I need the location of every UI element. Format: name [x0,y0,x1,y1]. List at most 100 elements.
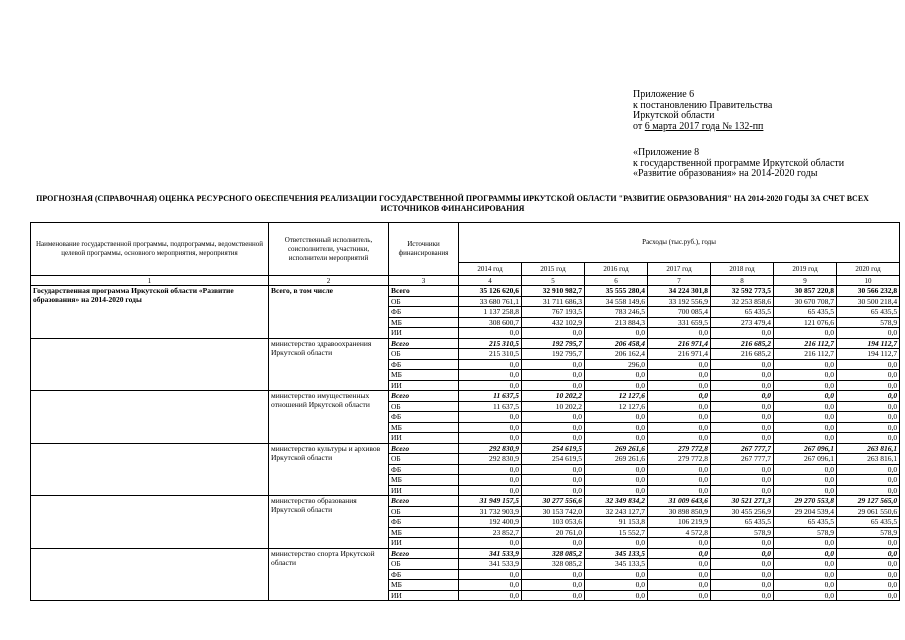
value-cell: 0,0 [710,484,774,496]
value-cell: 32 243 127,7 [584,505,648,517]
value-cell: 35 555 280,4 [584,285,648,297]
source-cell: Всего [388,285,459,297]
column-number: 1 [30,275,269,286]
value-cell: 0,0 [710,568,774,580]
value-cell: 0,0 [458,369,522,381]
value-cell: 269 261,6 [584,453,648,465]
value-cell: 32 253 858,6 [710,295,774,307]
value-cell: 10 202,2 [521,400,585,412]
value-cell: 578,9 [773,526,837,538]
value-cell: 29 204 539,4 [773,505,837,517]
executor-cell: министерство культуры и архивов Иркутско… [268,442,389,496]
value-cell: 0,0 [647,358,711,370]
value-cell: 269 261,6 [584,442,648,454]
value-cell: 0,0 [458,463,522,475]
value-cell: 0,0 [835,432,901,444]
value-cell: 0,0 [773,432,837,444]
value-cell: 65 435,5 [835,306,901,318]
value-cell: 0,0 [521,327,585,339]
value-cell: 35 126 620,6 [458,285,522,297]
value-cell: 0,0 [458,379,522,391]
year-header: 2015 год [521,262,585,276]
value-cell: 341 533,9 [458,547,522,559]
value-cell: 0,0 [521,568,585,580]
value-cell: 30 521 271,3 [710,495,774,507]
value-cell: 0,0 [584,432,648,444]
value-cell: 33 680 761,1 [458,295,522,307]
value-cell: 0,0 [710,463,774,475]
table-row: МБ 0,0 0,0 0,0 0,0 0,0 0,0 0,0 [31,421,901,433]
value-cell: 0,0 [710,474,774,486]
value-cell: 0,0 [521,474,585,486]
source-cell: МБ [388,474,459,486]
executor-cell: министерство образования Иркутской облас… [268,495,389,549]
value-cell: 0,0 [773,358,837,370]
value-cell: 331 659,5 [647,316,711,328]
source-cell: Всего [388,390,459,402]
source-cell: ОБ [388,453,459,465]
table-row: министерство спорта Иркутской области Все… [30,547,901,601]
value-cell: 0,0 [584,411,648,423]
value-cell: 10 202,2 [521,390,585,402]
value-cell: 31 711 686,3 [521,295,585,307]
value-cell: 345 133,5 [584,558,648,570]
table-row: ИИ 0,0 0,0 0,0 0,0 0,0 0,0 0,0 [31,327,901,339]
source-cell: ФБ [388,411,459,423]
value-cell: 0,0 [521,463,585,475]
value-cell: 0,0 [835,400,901,412]
value-cell: 0,0 [835,537,901,549]
appendix-line: Иркутской области [633,110,715,121]
appendix-gap [633,132,893,148]
value-cell: 0,0 [835,379,901,391]
value-cell: 0,0 [773,400,837,412]
value-cell: 0,0 [584,421,648,433]
value-cell: 0,0 [584,379,648,391]
source-cell: ИИ [388,589,459,601]
value-cell: 0,0 [710,400,774,412]
value-cell: 11 637,5 [458,400,522,412]
value-cell: 292 830,9 [458,442,522,454]
value-cell: 194 112,7 [835,337,901,349]
value-cell: 103 053,6 [521,516,585,528]
column-number: 4 [458,275,522,286]
value-cell: 30 500 218,4 [835,295,901,307]
source-cell: ФБ [388,516,459,528]
value-cell: 216 971,4 [647,348,711,360]
value-cell: 0,0 [773,547,837,559]
value-cell: 0,0 [647,484,711,496]
value-cell: 216 685,2 [710,348,774,360]
value-cell: 32 592 773,5 [710,285,774,297]
value-cell: 308 600,7 [458,316,522,328]
year-header: 2018 год [710,262,774,276]
value-cell: 0,0 [710,379,774,391]
source-cell: МБ [388,369,459,381]
value-cell: 578,9 [835,316,901,328]
value-cell: 65 435,5 [835,516,901,528]
executor-cell: министерство имущественных отношений Ирк… [268,390,389,444]
value-cell: 0,0 [710,390,774,402]
value-cell: 0,0 [647,568,711,580]
value-cell: 0,0 [835,411,901,423]
value-cell: 0,0 [647,474,711,486]
value-cell: 215 310,5 [458,337,522,349]
header-expenses: Расходы (тыс.руб.), годы [457,222,901,263]
table-row: ОБ 341 533,9 328 085,2 345 133,5 0,0 0,0 0,0 0,… [31,558,901,570]
source-cell: МБ [388,421,459,433]
value-cell: 192 795,7 [521,337,585,349]
value-cell: 0,0 [835,463,901,475]
executor-cell: Всего, в том числе [268,285,389,339]
value-cell: 65 435,5 [773,516,837,528]
value-cell: 32 910 982,7 [521,285,585,297]
value-cell: 0,0 [710,432,774,444]
value-cell: 216 112,7 [773,337,837,349]
value-cell: 0,0 [458,579,522,591]
value-cell: 0,0 [584,537,648,549]
value-cell: 30 857 220,8 [773,285,837,297]
table-row: министерство образования Иркутской облас… [30,495,901,549]
value-cell: 0,0 [773,379,837,391]
value-cell: 328 085,2 [521,558,585,570]
value-cell: 0,0 [458,568,522,580]
year-header: 2019 год [773,262,837,276]
program-name-cell [30,547,269,601]
value-cell: 0,0 [521,369,585,381]
